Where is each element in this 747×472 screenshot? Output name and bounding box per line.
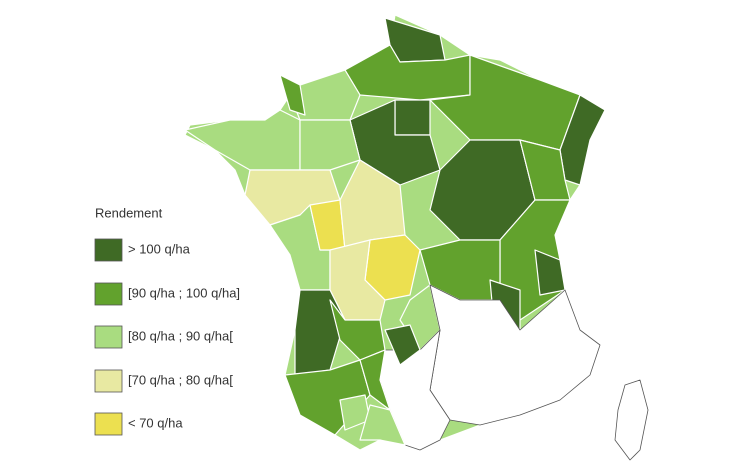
department [359,404,406,446]
legend-swatch [94,412,123,436]
department [384,324,421,366]
legend-label: > 100 q/ha [128,241,191,256]
legend-label: [90 q/ha ; 100 q/ha] [128,285,240,300]
legend-swatch [94,325,123,349]
legend-title: Rendement [95,205,163,220]
legend-swatch [94,238,123,262]
department [279,74,306,116]
department [534,249,566,296]
department [299,119,361,171]
department [359,349,391,411]
legend-swatch [94,282,123,306]
corsica [614,379,649,461]
france-map [184,14,649,461]
legend-swatch [94,369,123,393]
legend-label: [80 q/ha ; 90 q/ha[ [128,328,233,343]
legend-label: [70 q/ha ; 80 q/ha[ [128,372,233,387]
department [184,109,301,171]
department [394,99,431,136]
legend: Rendement > 100 q/ha [90 q/ha ; 100 q/ha]… [94,205,240,436]
department [519,139,571,201]
legend-label: < 70 q/ha [128,415,183,430]
